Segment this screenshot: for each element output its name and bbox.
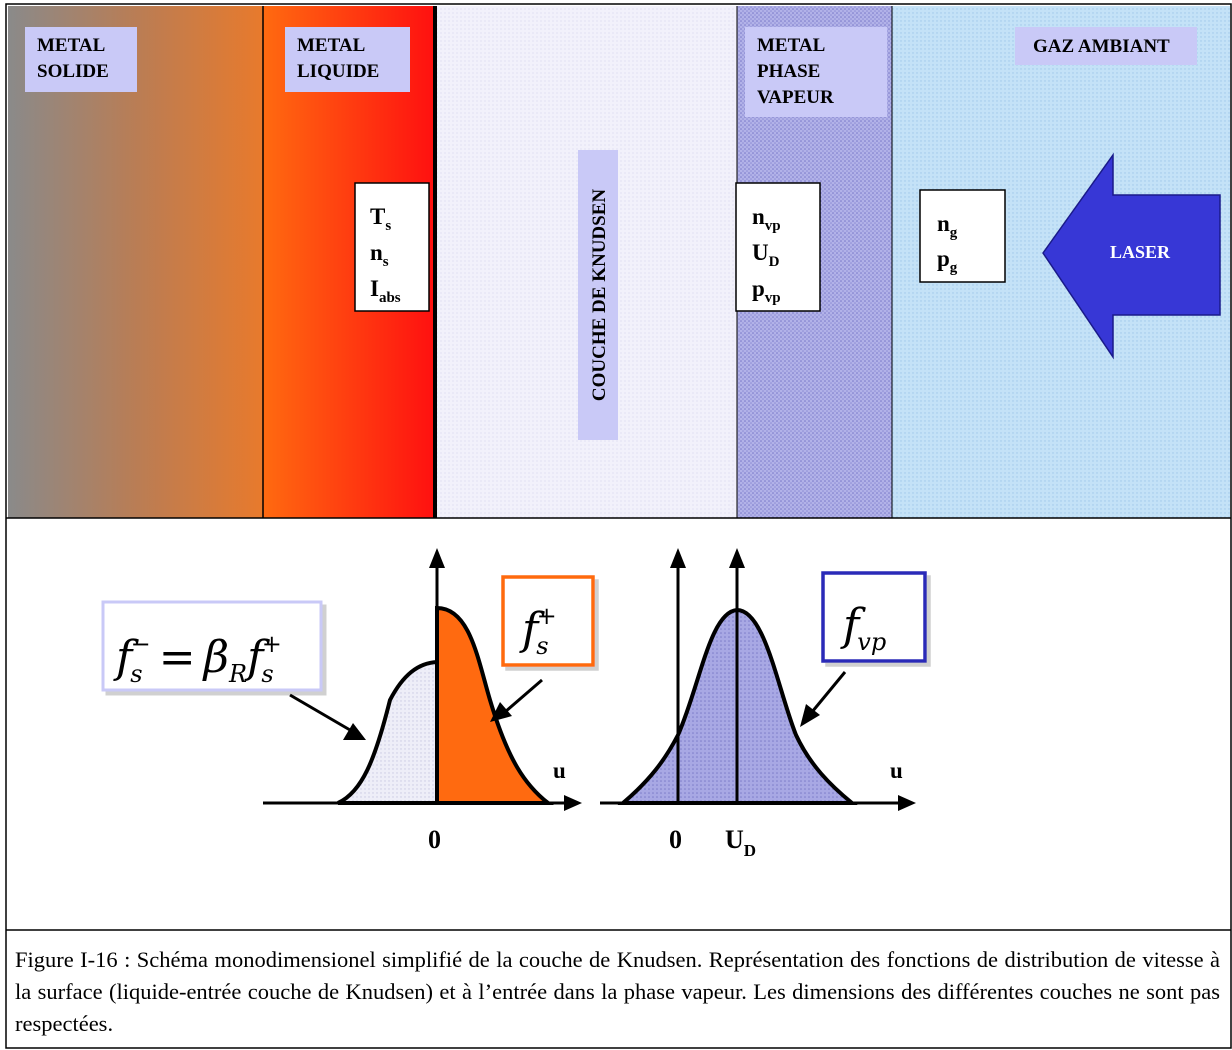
fs-plus-label: fs+ [519, 602, 557, 660]
var-ud: UD [752, 240, 780, 270]
right-f-axis-arrow [670, 548, 686, 568]
drift-axis-arrow [729, 548, 745, 568]
label-vapour-line1: METAL [757, 35, 825, 56]
fs-plus-box [501, 575, 595, 667]
label-liquid-line2: LIQUIDE [297, 61, 379, 82]
var-iabs: Iabs [370, 276, 401, 306]
label-vapour: METAL PHASE VAPEUR [745, 27, 887, 117]
var-ng: ng [937, 211, 958, 241]
pointer-fs-minus-head [343, 723, 366, 740]
figure-caption: Figure I-16 : Schéma monodimensionel sim… [15, 947, 1220, 1036]
label-knudsen-text: COUCHE DE KNUDSEN [589, 189, 610, 401]
left-axis-label-u: u [553, 758, 566, 783]
pointer-fvp-head [800, 704, 820, 727]
left-f-axis-arrow [429, 548, 445, 568]
label-knudsen: COUCHE DE KNUDSEN [578, 150, 618, 440]
label-solid-line1: METAL [37, 35, 105, 56]
formula-box [101, 600, 323, 692]
var-ts: Ts [370, 204, 391, 234]
surface-variables-box: Ts ns Iabs [354, 182, 430, 312]
pointer-fs-minus [289, 693, 351, 732]
label-gas-text: GAZ AMBIANT [1033, 36, 1170, 57]
drift-label: UD [725, 825, 756, 860]
label-vapour-line2: PHASE [757, 61, 820, 82]
var-ns: ns [370, 240, 389, 270]
formula-text: fs− = βRfs+ [113, 630, 282, 688]
var-nvp: nvp [752, 204, 781, 234]
right-axis-label-u: u [890, 758, 903, 783]
gas-variables-box: ng pg [919, 189, 1006, 283]
outer-frame [5, 3, 1232, 1049]
pointer-fs-plus-head [490, 702, 512, 722]
pointer-fvp [810, 671, 847, 713]
laser-arrow: LASER [1042, 152, 1221, 360]
left-distribution: u 0 fs− = βRfs+ fs+ [101, 548, 595, 854]
vapour-variables-box: nvp UD pvp [735, 182, 821, 312]
var-pg: pg [937, 246, 958, 276]
right-distribution: u 0 UD fvp [600, 548, 927, 860]
pointer-fs-plus [504, 678, 543, 714]
dist-fs-minus-fill [337, 659, 439, 805]
label-vapour-line3: VAPEUR [757, 87, 834, 108]
label-solid: METAL SOLIDE [25, 27, 137, 92]
right-u-axis-arrow [898, 795, 916, 811]
label-liquid: METAL LIQUIDE [285, 27, 410, 92]
label-solid-line2: SOLIDE [37, 61, 109, 82]
right-origin-label: 0 [669, 825, 682, 854]
fvp-box [821, 571, 927, 663]
label-liquid-line1: METAL [297, 35, 365, 56]
dist-fs-plus-fill [435, 605, 554, 805]
label-gas: GAZ AMBIANT [1015, 27, 1197, 65]
left-origin-label: 0 [428, 825, 441, 854]
var-pvp: pvp [752, 276, 781, 306]
left-u-axis-arrow [564, 795, 582, 811]
laser-label: LASER [1110, 242, 1171, 262]
